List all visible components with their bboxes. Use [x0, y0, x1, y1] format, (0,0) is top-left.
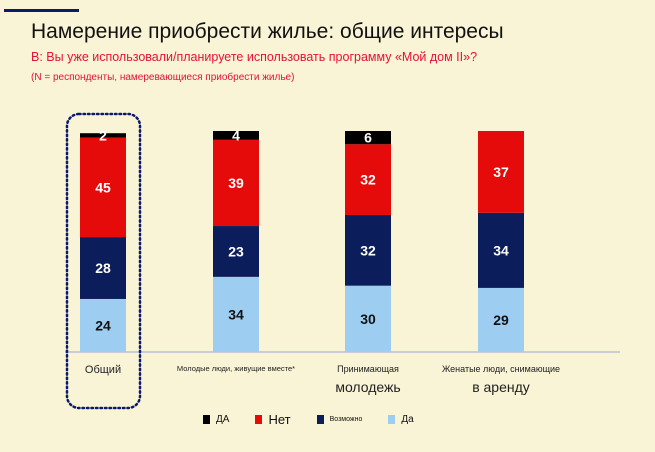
- data-label: 4: [232, 127, 240, 143]
- bar-segment: [213, 276, 259, 352]
- data-label: 37: [493, 164, 509, 180]
- bar-segment: [478, 212, 524, 288]
- legend-swatch: [203, 415, 210, 424]
- category-label-line: Женатые люди, снимающие: [441, 364, 561, 374]
- category-label: Общий: [85, 364, 121, 376]
- data-label: 6: [364, 130, 372, 146]
- page-title: Намерение приобрести жилье: общие интере…: [31, 20, 504, 43]
- category-label-line: Молодые люди, живущие вместе*: [176, 364, 296, 373]
- data-label: 45: [95, 179, 111, 195]
- data-label: 30: [360, 311, 376, 327]
- data-label: 24: [95, 317, 111, 333]
- data-label: 34: [228, 306, 244, 322]
- accent-line: [4, 9, 79, 12]
- legend-label: Да: [401, 414, 414, 425]
- legend-item: Да: [388, 414, 414, 425]
- legend-item: Возможно: [316, 415, 363, 424]
- bar-segment: [213, 226, 259, 277]
- category-label-line: Принимающая: [337, 364, 399, 374]
- data-label: 2: [99, 127, 107, 143]
- category-label: Молодые люди, живущие вместе*: [177, 364, 295, 373]
- category-label-line: Общий: [84, 364, 122, 376]
- data-label: 32: [360, 172, 376, 188]
- bar-segment: [80, 298, 126, 352]
- bar-segment: [345, 285, 391, 352]
- legend-item: ДА: [203, 414, 229, 425]
- data-label: 28: [95, 260, 111, 276]
- bar-segment: [80, 133, 126, 138]
- bar-segment: [213, 131, 259, 140]
- legend-label: Нет: [268, 412, 291, 427]
- category-label-line: в аренду: [472, 379, 530, 395]
- category-label: Принимающая молодежь: [335, 364, 400, 395]
- data-label: 23: [228, 243, 244, 259]
- bar-segment: [345, 131, 391, 145]
- question-text: В: Вы уже использовали/планируете исполь…: [31, 50, 478, 64]
- legend-label: Возможно: [329, 416, 363, 423]
- data-label: 29: [493, 312, 509, 328]
- data-label: 39: [228, 175, 244, 191]
- legend-swatch: [316, 415, 324, 424]
- bar-segment: [213, 139, 259, 227]
- bar-segment: [80, 137, 126, 238]
- bar-segment: [80, 237, 126, 299]
- legend-item: Нет: [255, 412, 291, 427]
- legend-swatch: [255, 415, 263, 424]
- legend-swatch: [388, 415, 396, 424]
- bar-segment: [478, 131, 524, 213]
- data-label: 32: [360, 242, 376, 258]
- highlight-box: [65, 112, 142, 410]
- category-label-line: молодежь: [335, 379, 401, 395]
- bar-segment: [345, 214, 391, 286]
- category-label: Женатые люди, снимающие в аренду: [442, 364, 560, 395]
- legend: ДА Нет Возможно Да: [203, 412, 440, 427]
- bar-segment: [478, 287, 524, 352]
- sample-note: (N = респонденты, намеревающиеся приобре…: [31, 72, 295, 83]
- bar-segment: [345, 144, 391, 215]
- legend-label: ДА: [216, 414, 230, 425]
- data-label: 34: [493, 242, 509, 258]
